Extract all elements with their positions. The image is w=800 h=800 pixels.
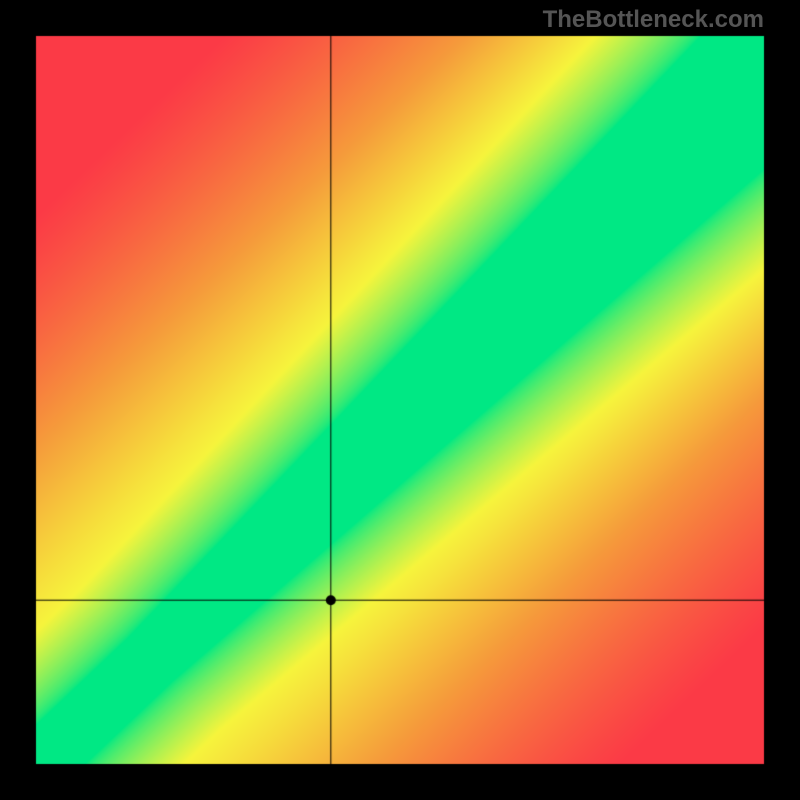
heatmap-canvas <box>0 0 800 800</box>
watermark-text: TheBottleneck.com <box>543 6 764 34</box>
chart-container: TheBottleneck.com <box>0 0 800 800</box>
